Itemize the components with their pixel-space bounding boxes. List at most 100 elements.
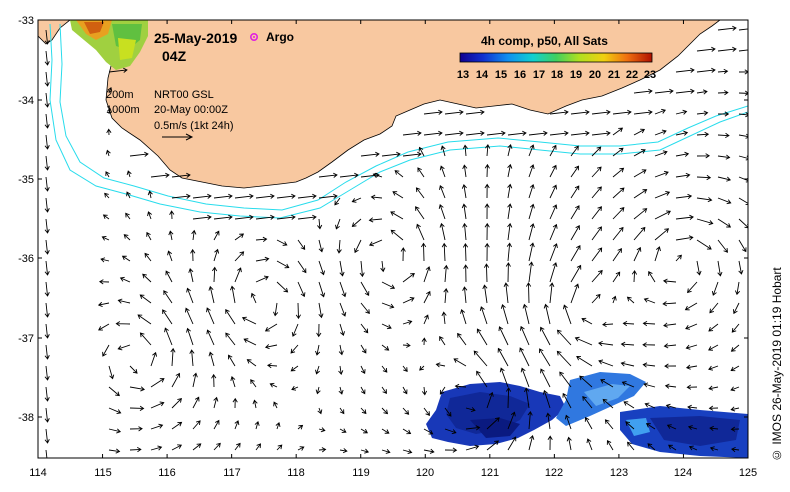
current-arrow: [44, 323, 50, 339]
current-arrow: [591, 109, 611, 115]
current-arrow: [654, 108, 666, 115]
current-arrow: [402, 319, 413, 325]
current-arrow: [318, 239, 324, 253]
current-arrow: [255, 256, 270, 262]
current-arrow: [228, 354, 236, 367]
current-arrow: [44, 302, 50, 318]
current-arrow: [338, 344, 344, 356]
colorbar-tick-label: 13: [457, 69, 469, 81]
current-arrow: [44, 176, 50, 192]
current-arrow: [44, 344, 50, 360]
current-arrow: [453, 358, 467, 367]
current-arrow: [549, 130, 569, 136]
current-arrow: [717, 176, 732, 182]
current-arrow: [556, 329, 572, 346]
current-arrow: [709, 302, 719, 314]
current-arrow: [402, 151, 422, 157]
current-arrow: [360, 448, 370, 454]
current-arrow: [402, 365, 408, 373]
current-arrow: [254, 420, 260, 430]
current-arrow: [390, 229, 404, 241]
current-arrow: [234, 214, 254, 220]
current-arrow: [612, 226, 624, 241]
current-arrow: [738, 260, 744, 275]
current-arrow: [360, 386, 366, 395]
current-arrow: [402, 428, 412, 435]
current-arrow: [121, 255, 131, 262]
current-arrow: [633, 128, 646, 136]
lat-tick-label: -38: [18, 412, 34, 424]
current-arrow: [486, 391, 494, 409]
current-arrow: [584, 416, 593, 430]
current-arrow: [318, 427, 326, 433]
current-arrow: [108, 67, 128, 73]
current-arrow: [549, 164, 557, 178]
current-arrow: [318, 281, 326, 298]
current-arrow: [129, 386, 146, 392]
current-arrow: [731, 323, 740, 333]
current-arrow: [402, 297, 415, 304]
current-arrow: [549, 282, 555, 304]
current-arrow: [598, 340, 614, 347]
current-arrow: [276, 214, 296, 220]
current-arrow: [625, 421, 635, 430]
sst-patch-cold: [426, 372, 748, 458]
current-arrow: [381, 281, 396, 290]
current-arrow: [527, 410, 533, 430]
current-arrow: [101, 235, 110, 241]
current-arrow: [663, 322, 677, 328]
current-arrow: [44, 428, 50, 444]
current-arrow: [129, 447, 142, 453]
current-arrow: [465, 425, 481, 431]
current-arrow: [164, 327, 173, 346]
current-arrow: [486, 130, 506, 136]
current-arrow: [545, 412, 551, 430]
current-arrow: [276, 260, 290, 269]
current-arrow: [687, 281, 698, 294]
current-arrow: [170, 347, 176, 367]
current-arrow: [612, 248, 622, 262]
current-arrow: [416, 223, 425, 241]
current-arrow: [402, 386, 408, 395]
current-arrow: [394, 170, 404, 178]
current-arrow: [360, 151, 380, 157]
colorbar-tick-label: 20: [589, 69, 601, 81]
current-arrow: [106, 107, 112, 115]
current-arrow: [213, 214, 233, 220]
current-arrow: [44, 113, 50, 129]
current-arrow: [381, 448, 391, 454]
current-arrow: [423, 290, 431, 304]
current-arrow: [730, 406, 740, 412]
current-arrow: [211, 373, 217, 388]
current-arrow: [549, 223, 558, 241]
current-arrow: [168, 230, 174, 241]
current-arrow: [273, 401, 278, 409]
current-arrow: [381, 323, 392, 330]
current-arrow: [717, 111, 730, 117]
current-arrow: [44, 29, 50, 45]
current-arrow: [339, 448, 348, 454]
current-arrow: [360, 428, 369, 434]
current-arrow: [316, 323, 322, 338]
current-arrow: [360, 281, 370, 297]
current-arrow: [191, 229, 197, 241]
current-arrow: [372, 172, 383, 178]
current-arrow: [483, 263, 490, 283]
current-arrow: [654, 191, 671, 199]
current-arrow: [150, 351, 158, 367]
current-arrow: [696, 260, 702, 276]
current-arrow: [98, 279, 110, 285]
current-arrow: [520, 367, 530, 388]
current-arrow: [439, 336, 446, 346]
current-arrow: [150, 401, 165, 409]
current-arrow: [507, 203, 513, 220]
current-arrow: [44, 92, 50, 108]
current-arrow: [339, 323, 345, 337]
current-arrow: [684, 302, 698, 311]
current-arrow: [360, 302, 370, 315]
current-arrow: [250, 292, 257, 304]
current-arrow: [186, 327, 194, 346]
current-arrow: [225, 332, 236, 346]
current-arrow: [104, 192, 110, 199]
current-arrow: [147, 190, 153, 199]
